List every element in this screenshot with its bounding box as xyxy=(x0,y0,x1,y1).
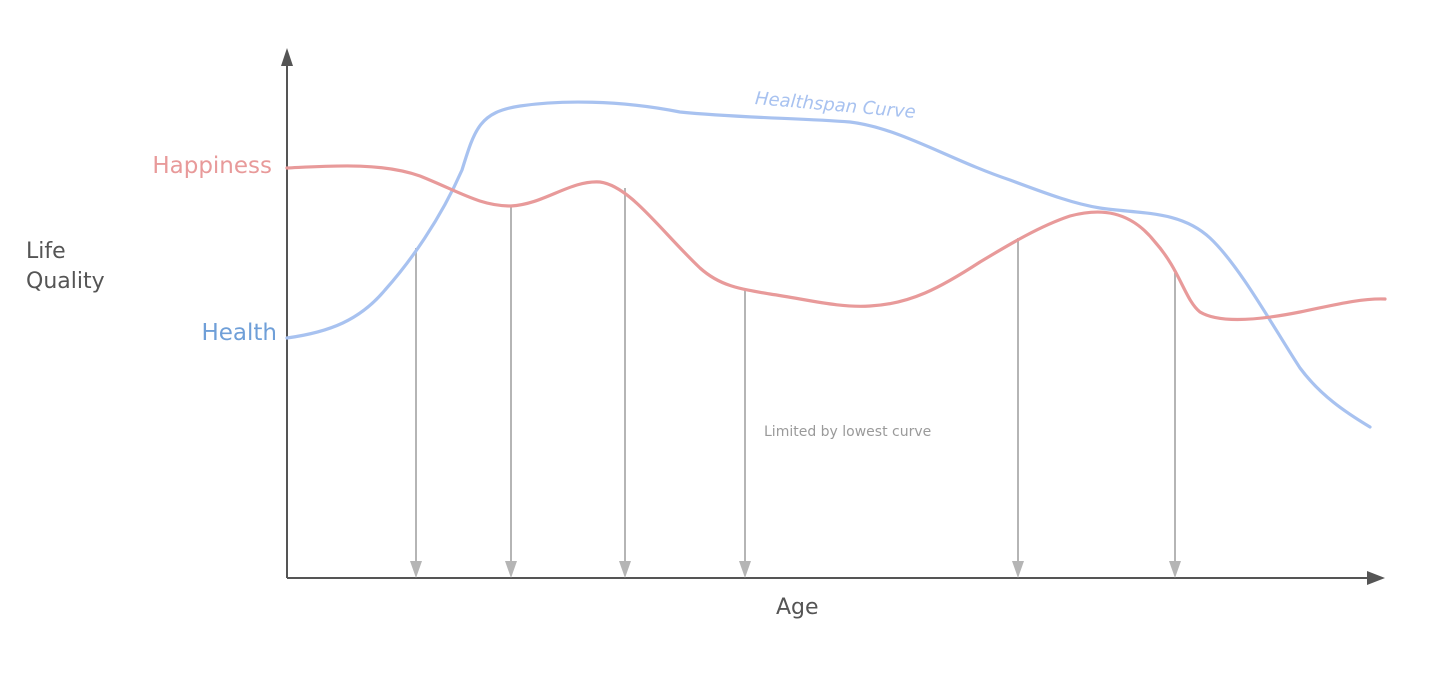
health-curve xyxy=(285,100,1372,429)
drop-line-arrowhead xyxy=(739,561,751,578)
happiness-label: Happiness xyxy=(152,153,272,179)
drop-line-arrowhead xyxy=(1169,561,1181,578)
drop-line-arrowhead xyxy=(1012,561,1024,578)
x-axis-label: Age xyxy=(776,595,819,620)
annotation-text: Limited by lowest curve xyxy=(764,424,932,440)
drop-line-arrowhead xyxy=(505,561,517,578)
drop-lines xyxy=(410,188,1181,578)
drop-line-arrowhead xyxy=(410,561,422,578)
x-axis-arrowhead xyxy=(1367,571,1385,585)
drop-line-arrowhead xyxy=(619,561,631,578)
health-label: Health xyxy=(201,320,277,346)
y-axis-label: Life Quality xyxy=(26,239,105,294)
happiness-curve xyxy=(285,164,1387,322)
y-axis-arrowhead xyxy=(281,48,293,66)
